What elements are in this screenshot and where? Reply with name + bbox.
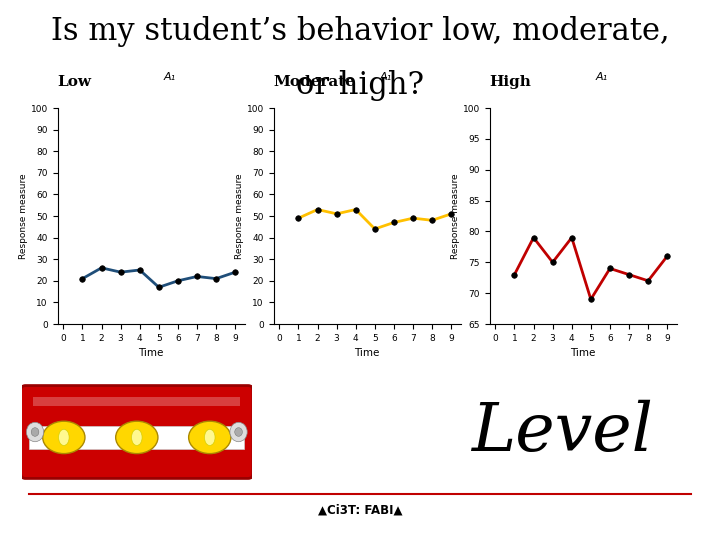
Ellipse shape xyxy=(230,422,247,442)
Text: Moderate: Moderate xyxy=(274,75,356,89)
Y-axis label: Response measure: Response measure xyxy=(451,173,460,259)
FancyBboxPatch shape xyxy=(21,386,253,478)
Bar xyxy=(33,397,240,406)
Ellipse shape xyxy=(132,429,142,445)
Text: A₁: A₁ xyxy=(596,72,608,82)
X-axis label: Time: Time xyxy=(138,348,164,358)
Text: Low: Low xyxy=(58,75,91,89)
Text: ▲Ci3T: FABI▲: ▲Ci3T: FABI▲ xyxy=(318,504,402,517)
Ellipse shape xyxy=(235,428,243,436)
Y-axis label: Response measure: Response measure xyxy=(19,173,28,259)
Text: A₁: A₁ xyxy=(380,72,392,82)
Text: or high?: or high? xyxy=(296,70,424,101)
Ellipse shape xyxy=(189,421,231,454)
Text: Is my student’s behavior low, moderate,: Is my student’s behavior low, moderate, xyxy=(50,16,670,47)
Text: Level: Level xyxy=(471,400,652,464)
Ellipse shape xyxy=(58,429,69,445)
Ellipse shape xyxy=(204,429,215,445)
Ellipse shape xyxy=(42,421,85,454)
Text: A₁: A₁ xyxy=(164,72,176,82)
Ellipse shape xyxy=(31,428,39,436)
Ellipse shape xyxy=(116,421,158,454)
X-axis label: Time: Time xyxy=(354,348,380,358)
X-axis label: Time: Time xyxy=(570,348,596,358)
Y-axis label: Response measure: Response measure xyxy=(235,173,244,259)
Ellipse shape xyxy=(27,422,44,442)
Bar xyxy=(30,426,244,449)
Text: High: High xyxy=(490,75,531,89)
